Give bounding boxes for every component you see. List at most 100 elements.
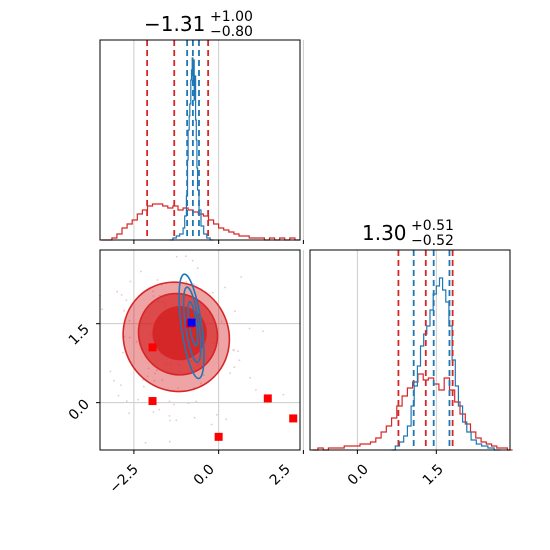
panel-frames (99, 39, 511, 451)
title-sub: −0.52 (411, 233, 454, 249)
x-tick-label: −2.5 (106, 462, 141, 497)
scatter-point (155, 369, 158, 372)
scatter-point (175, 255, 178, 258)
scatter-point (143, 385, 145, 388)
scatter-point (193, 416, 196, 419)
panel-frame (99, 39, 301, 241)
scatter-point (168, 440, 171, 443)
scatter-point (158, 408, 161, 411)
scatter-point (123, 309, 125, 312)
scatter-point (154, 372, 156, 375)
scatter-point (185, 281, 188, 283)
scatter-point (83, 265, 85, 267)
scatter-point (125, 400, 128, 403)
scatter-point (237, 350, 240, 353)
scatter-point (173, 403, 175, 406)
scatter-point (282, 393, 285, 396)
scatter-point (249, 376, 252, 379)
scatter-point (152, 290, 154, 293)
scatter-point (248, 327, 251, 330)
scatter-point (113, 379, 115, 382)
joint-panel (75, 241, 298, 454)
x-tick-label: 2.5 (267, 462, 294, 489)
blue-contour (178, 273, 205, 380)
scatter-point (135, 341, 138, 343)
scatter-point (125, 299, 128, 302)
scatter-point (161, 452, 163, 454)
scatter-point (93, 335, 95, 337)
scatter-point (195, 400, 198, 403)
blue-marker (187, 318, 196, 327)
scatter-point (216, 413, 218, 416)
scatter-point (123, 335, 126, 338)
red-marker (214, 432, 223, 441)
scatter-point (129, 280, 132, 283)
title-main: −1.31 (144, 12, 205, 36)
scatter-point (118, 243, 120, 245)
scatter-point (101, 308, 104, 311)
scatter-point (224, 286, 227, 289)
panel-frame (99, 249, 301, 451)
scatter-point (168, 400, 171, 403)
scatter-point (175, 419, 178, 422)
title-sup: +1.00 (210, 9, 253, 25)
scatter-point (128, 319, 131, 322)
scatter-point (117, 394, 120, 397)
scatter-point (94, 392, 96, 394)
scatter-point (262, 330, 264, 332)
scatter-point (168, 415, 171, 417)
scatter-point (210, 423, 213, 426)
panel-title-param1: −1.31 (144, 12, 205, 36)
scatter-point (200, 382, 202, 385)
scatter-point (187, 402, 190, 405)
scatter-point (128, 412, 131, 414)
scatter-point (156, 279, 159, 281)
scatter-point (89, 383, 91, 385)
y-tick-label: 0.0 (66, 397, 93, 424)
red-marker (263, 394, 272, 403)
scatter-point (140, 270, 142, 273)
scatter-point (234, 310, 236, 313)
scatter-point (220, 320, 223, 323)
scatter-point (191, 259, 194, 262)
scatter-point (97, 316, 99, 318)
title-sub: −0.80 (210, 24, 253, 40)
scatter-point (82, 315, 84, 317)
scatter-point (233, 366, 236, 369)
scatter-point (177, 387, 180, 389)
blue-contour (182, 286, 202, 364)
scatter-point (142, 241, 144, 243)
red-marker (148, 343, 157, 352)
panel-background (310, 250, 510, 450)
scatter-point (153, 379, 156, 382)
scatter-point (146, 375, 149, 378)
x2-tick-label: 1.5 (420, 462, 447, 489)
title-main: 1.30 (362, 221, 407, 245)
scatter-point (225, 418, 228, 421)
scatter-point (161, 379, 164, 381)
scatter-point (116, 290, 119, 293)
tick-marks (96, 240, 437, 454)
red-marker (289, 414, 298, 423)
x2-tick-label: 0.0 (345, 462, 372, 489)
scatter-point (184, 255, 187, 258)
scatter-point (137, 398, 139, 401)
scatter-point (255, 389, 257, 391)
scatter-point (169, 419, 171, 422)
x-tick-label: 0.0 (191, 462, 218, 489)
scatter-point (240, 276, 243, 278)
panel-background (100, 40, 300, 240)
scatter-point (75, 392, 77, 394)
scatter-point (128, 336, 131, 339)
title-sup: +0.51 (411, 218, 454, 234)
scatter-point (229, 372, 231, 374)
panel-frame (309, 249, 511, 451)
scatter-point (212, 291, 214, 294)
scatter-point (122, 351, 124, 354)
scatter-point (196, 267, 199, 270)
red-marker (148, 397, 157, 406)
blue-histogram-y (391, 277, 501, 451)
scatter-point (120, 294, 123, 296)
panel-title-param2: 1.30 (362, 221, 407, 245)
